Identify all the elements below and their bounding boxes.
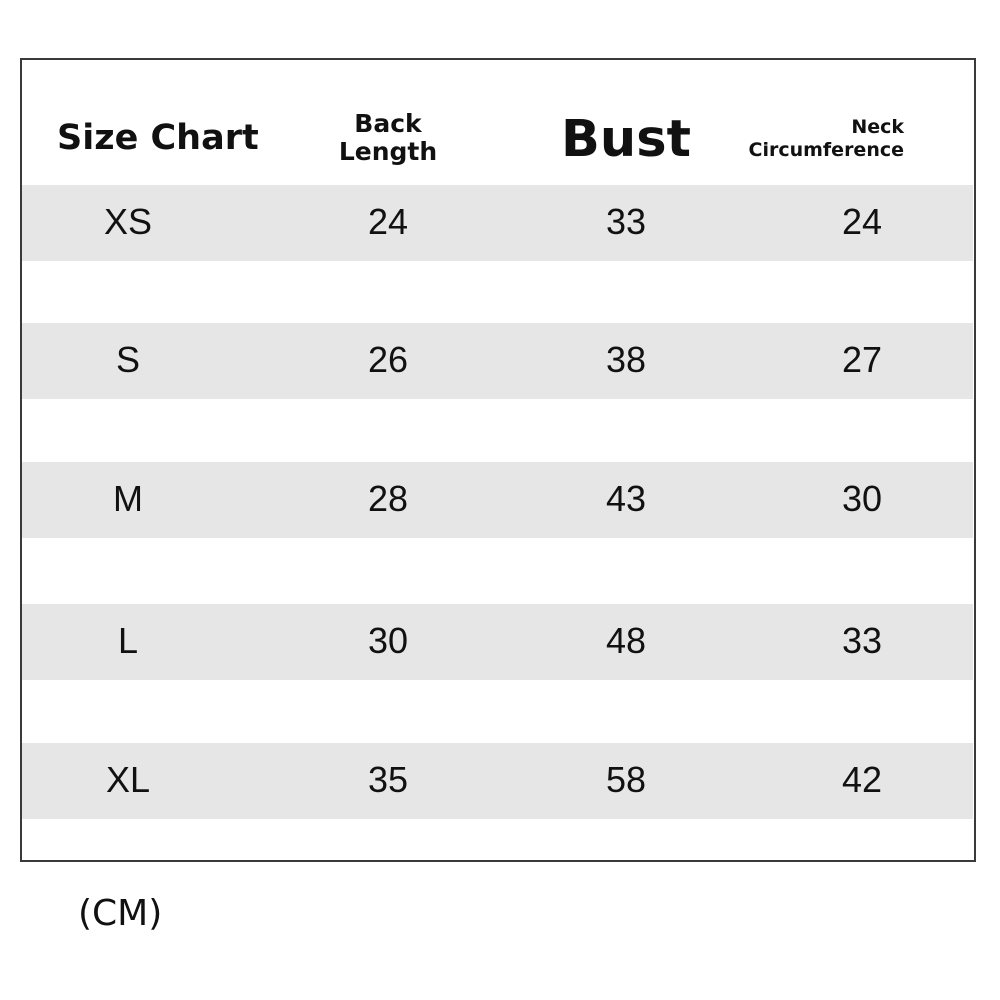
header-back-length: Back Length <box>339 110 437 166</box>
cell-bust: 38 <box>605 339 647 380</box>
cell-bust: 43 <box>605 478 647 519</box>
header-back-length-line1: Back <box>354 109 422 138</box>
cell-neck: 30 <box>841 478 883 519</box>
header-back-length-line2: Length <box>338 137 438 166</box>
cell-size: S <box>115 339 141 380</box>
header-neck-line1: Neck <box>851 116 904 138</box>
table-row <box>22 604 973 680</box>
cell-neck: 42 <box>841 759 883 800</box>
cell-size: XL <box>105 759 151 800</box>
header-neck-line2: Circumference <box>748 139 905 161</box>
cell-bust: 33 <box>605 201 647 242</box>
cell-size: M <box>113 478 143 519</box>
table-row <box>22 743 973 819</box>
header-neck-circumference: Neck Circumference <box>749 116 905 162</box>
cell-size: XS <box>103 201 153 242</box>
cell-size: L <box>117 620 139 661</box>
cell-back-length: 30 <box>367 620 409 661</box>
cell-back-length: 26 <box>367 339 409 380</box>
unit-label: (CM) <box>78 893 163 934</box>
cell-bust: 48 <box>605 620 647 661</box>
cell-neck: 33 <box>841 620 883 661</box>
cell-neck: 27 <box>841 339 883 380</box>
table-title: Size Chart <box>57 118 259 158</box>
header-bust: Bust <box>561 110 691 169</box>
cell-bust: 58 <box>605 759 647 800</box>
cell-neck: 24 <box>841 201 883 242</box>
size-chart-table <box>20 58 976 862</box>
table-row <box>22 185 973 261</box>
cell-back-length: 35 <box>367 759 409 800</box>
table-row <box>22 462 973 538</box>
cell-back-length: 24 <box>367 201 409 242</box>
cell-back-length: 28 <box>367 478 409 519</box>
table-row <box>22 323 973 399</box>
